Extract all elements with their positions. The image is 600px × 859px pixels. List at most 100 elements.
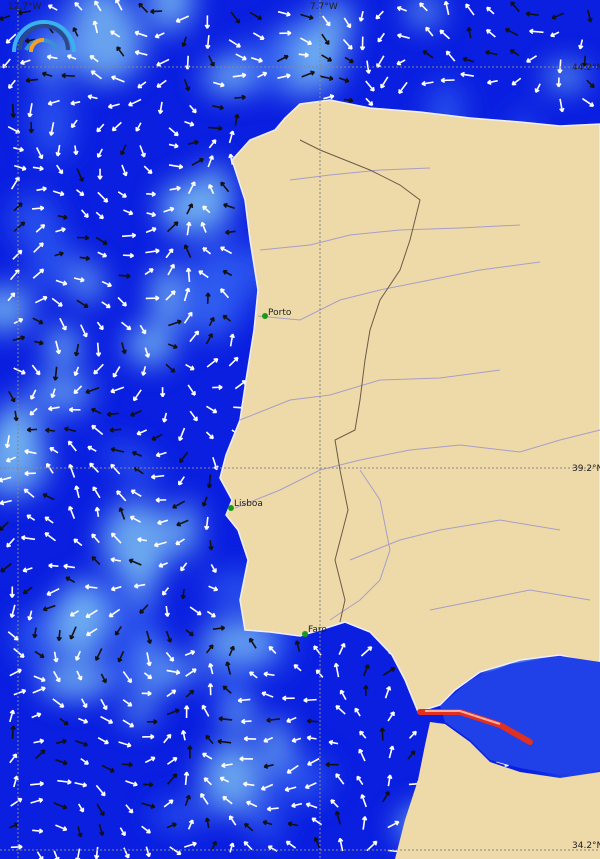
current-arrow	[189, 410, 198, 422]
current-arrow	[157, 101, 164, 115]
current-arrow	[34, 650, 45, 659]
current-arrow	[439, 29, 451, 40]
current-arrow	[72, 27, 79, 37]
current-arrow	[222, 269, 233, 277]
current-arrow	[205, 431, 214, 440]
current-arrow	[146, 191, 156, 197]
current-arrow	[229, 842, 235, 853]
current-arrow	[34, 340, 44, 346]
current-arrow	[164, 605, 170, 617]
current-arrow	[76, 299, 89, 309]
speed-patch	[9, 194, 59, 247]
current-arrow	[80, 757, 89, 765]
current-arrow	[311, 817, 323, 826]
current-arrow	[66, 54, 77, 60]
current-arrow	[47, 4, 58, 11]
current-arrow	[581, 97, 595, 107]
current-arrow	[52, 698, 65, 708]
city-faro[interactable]: Faro	[302, 625, 327, 637]
current-arrow	[89, 462, 100, 473]
current-arrow	[187, 181, 196, 195]
current-arrow	[94, 648, 103, 661]
speed-patch	[119, 455, 160, 485]
current-arrow	[183, 771, 190, 786]
current-arrow	[167, 263, 175, 276]
current-arrow	[250, 57, 263, 63]
current-arrow	[235, 53, 247, 61]
current-arrow	[122, 232, 137, 239]
current-arrow	[276, 54, 289, 63]
current-arrow	[29, 407, 38, 416]
current-arrow	[0, 15, 11, 22]
current-arrow	[243, 736, 257, 742]
current-arrow	[79, 255, 91, 262]
current-arrow	[121, 164, 128, 177]
current-arrow	[35, 147, 44, 160]
current-arrow	[151, 433, 163, 441]
current-arrow	[122, 671, 133, 684]
current-arrow	[303, 697, 317, 703]
speed-patch	[38, 663, 112, 700]
current-arrow	[185, 689, 195, 698]
current-arrow	[486, 6, 495, 15]
lat-label-mid: 39.2°N	[572, 464, 600, 474]
current-arrow	[212, 625, 226, 631]
current-arrow	[42, 604, 56, 612]
current-arrow	[206, 644, 214, 654]
current-arrow	[55, 144, 61, 157]
lon-label-west: 12.7°W	[8, 2, 42, 12]
current-arrow	[136, 429, 148, 436]
current-arrow	[169, 846, 182, 856]
current-arrow	[9, 753, 18, 764]
current-arrow	[249, 637, 257, 649]
current-arrow	[94, 506, 101, 517]
current-arrow	[55, 164, 64, 175]
current-arrow	[168, 163, 184, 170]
current-arrow	[261, 691, 274, 698]
current-arrow	[286, 764, 299, 774]
current-arrow	[0, 476, 12, 483]
current-arrow	[132, 389, 142, 402]
current-arrow	[168, 143, 179, 149]
city-porto[interactable]: Porto	[262, 308, 292, 319]
current-arrow	[141, 690, 152, 697]
current-arrow	[208, 662, 214, 675]
current-arrow	[179, 451, 189, 464]
current-arrow	[166, 669, 181, 675]
current-arrow	[387, 711, 395, 722]
speed-patch	[201, 742, 263, 815]
current-arrow	[31, 712, 42, 719]
current-arrow	[125, 780, 138, 787]
current-arrow	[205, 35, 211, 50]
current-arrow	[249, 11, 263, 20]
current-arrow	[123, 847, 130, 859]
speed-patch	[104, 654, 166, 687]
mediterranean-sea	[440, 656, 600, 775]
current-arrow	[249, 671, 258, 679]
city-lisboa[interactable]: Lisboa	[228, 499, 263, 511]
current-arrow	[32, 686, 46, 694]
current-arrow	[556, 77, 562, 88]
current-arrow	[183, 79, 191, 92]
current-arrow	[41, 71, 53, 78]
current-arrow	[534, 83, 541, 93]
speed-patch	[159, 181, 211, 236]
current-arrow	[187, 819, 194, 830]
current-arrow	[33, 738, 45, 744]
current-arrow	[94, 0, 102, 12]
current-arrow	[120, 144, 127, 156]
current-arrow	[27, 103, 33, 118]
current-arrow	[586, 79, 595, 89]
current-arrow	[69, 610, 80, 617]
current-arrow	[32, 268, 45, 279]
country-border	[299, 139, 421, 623]
current-arrow	[204, 15, 211, 29]
current-arrow	[398, 81, 408, 94]
current-arrow	[263, 763, 274, 769]
current-arrow	[57, 779, 72, 785]
current-arrow	[466, 26, 472, 39]
speed-patch	[67, 3, 144, 83]
current-arrow	[26, 514, 36, 521]
